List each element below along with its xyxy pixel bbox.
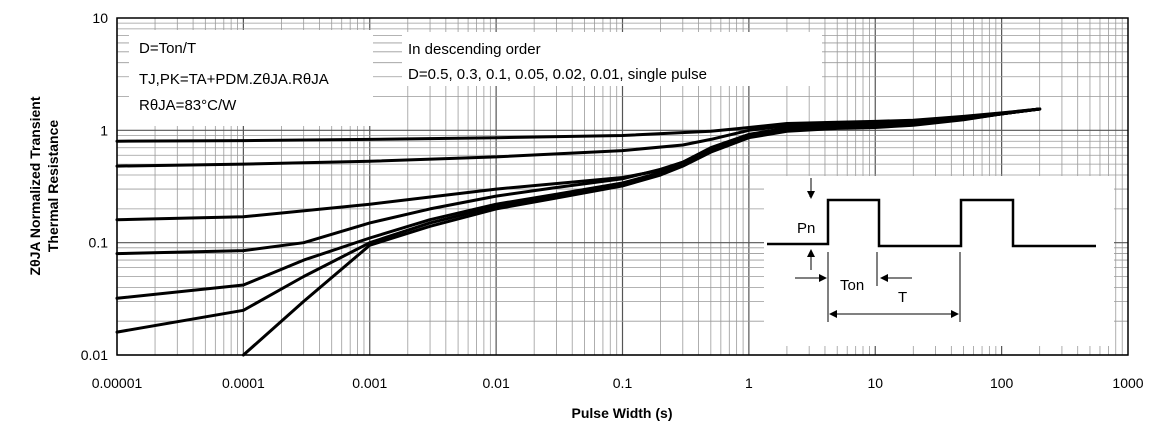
svg-text:Thermal Resistance: Thermal Resistance — [45, 120, 61, 252]
y-tick-label: 10 — [92, 10, 108, 26]
plot-frame — [116, 17, 1129, 356]
curve-group — [115, 107, 1042, 357]
y-tick-label: 0.01 — [81, 347, 108, 363]
x-axis-title: Pulse Width (s) — [572, 405, 673, 421]
inset-t-label: T — [898, 289, 907, 306]
duty-formula: D=Ton/T — [139, 40, 196, 57]
x-tick-label: 0.00001 — [92, 375, 143, 391]
x-tick-label: 10 — [867, 375, 883, 391]
x-tick-label: 100 — [990, 375, 1014, 391]
x-tick-label: 0.01 — [483, 375, 510, 391]
inset-ton-label: Ton — [840, 277, 864, 294]
x-tick-label: 0.001 — [352, 375, 387, 391]
y-tick-label: 0.1 — [89, 235, 109, 251]
annotation-box — [129, 30, 373, 126]
x-tick-labels: 0.00001 0.0001 0.001 0.01 0.1 1 10 100 1000 — [92, 375, 1144, 391]
tj-formula: TJ,PK=TA+PDM.ZθJA.RθJA — [139, 71, 329, 88]
order-note: In descending order — [408, 41, 541, 58]
y-tick-labels: 0.01 0.1 1 10 — [81, 10, 108, 363]
x-tick-label: 0.0001 — [222, 375, 265, 391]
y-axis-title: ZθJA Normalized Transient Thermal Resist… — [27, 96, 61, 275]
inset-pn-label: Pn — [797, 220, 815, 237]
x-tick-label: 1 — [745, 375, 753, 391]
series-line — [241, 107, 1042, 357]
duty-values-note: D=0.5, 0.3, 0.1, 0.05, 0.02, 0.01, singl… — [408, 66, 707, 83]
x-tick-label: 1000 — [1112, 375, 1143, 391]
pulse-inset: Pn Ton T — [764, 176, 1114, 346]
y-tick-label: 1 — [100, 122, 108, 138]
x-tick-label: 0.1 — [613, 375, 633, 391]
svg-text:ZθJA Normalized Transient: ZθJA Normalized Transient — [27, 96, 43, 275]
r-theta-note: RθJA=83°C/W — [139, 97, 237, 114]
legend-box — [402, 32, 822, 86]
